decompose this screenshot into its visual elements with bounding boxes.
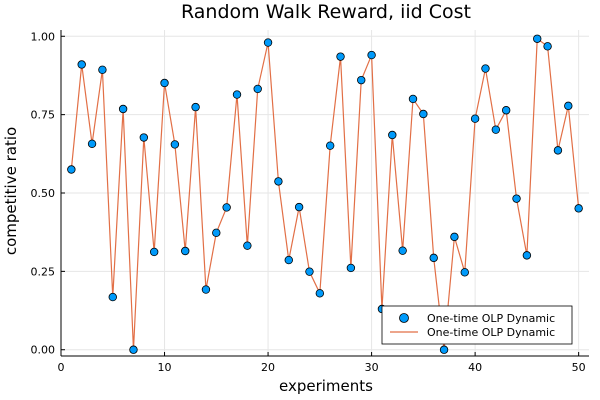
data-point <box>553 146 563 155</box>
legend-box <box>381 305 573 345</box>
data-point <box>212 228 221 238</box>
data-point <box>129 345 138 354</box>
data-point <box>429 253 438 263</box>
y-axis-label: competitive ratio <box>2 127 20 255</box>
data-point <box>522 251 532 260</box>
data-point <box>160 78 169 88</box>
data-point <box>201 285 211 294</box>
data-point <box>294 202 304 212</box>
x-tick-label: 0 <box>58 361 65 374</box>
axes <box>60 30 589 357</box>
data-point <box>491 125 501 134</box>
y-tick-label: 0.75 <box>31 109 56 122</box>
data-point <box>98 65 107 75</box>
data-point <box>191 102 200 112</box>
legend-label-scatter: One-time OLP Dynamic <box>427 312 555 325</box>
legend: One-time OLP Dynamic One-time OLP Dynami… <box>381 305 573 345</box>
data-point <box>439 345 449 354</box>
legend-label-line: One-time OLP Dynamic <box>427 326 555 339</box>
data-point <box>139 133 149 142</box>
data-point <box>253 84 262 94</box>
data-point <box>325 141 335 150</box>
chart-title: Random Walk Reward, iid Cost <box>181 1 471 23</box>
y-tick-label: 0.50 <box>31 187 56 200</box>
data-point <box>574 204 583 213</box>
y-tick-label: 1.00 <box>31 30 56 43</box>
data-point <box>501 106 511 115</box>
y-tick-label: 0.00 <box>31 344 56 357</box>
legend-marker-scatter <box>399 313 409 323</box>
data-point <box>564 101 573 111</box>
data-point <box>450 232 459 242</box>
data-point <box>222 203 231 212</box>
data-point <box>243 241 252 250</box>
y-tick-label: 0.25 <box>31 265 56 278</box>
data-point <box>470 114 480 123</box>
x-tick-label: 10 <box>158 361 172 374</box>
data-point <box>108 292 117 302</box>
data-point <box>512 194 521 203</box>
data-point <box>87 139 97 148</box>
data-point <box>284 255 293 265</box>
x-tick-label: 50 <box>572 361 586 374</box>
data-point <box>367 50 376 60</box>
data-point <box>263 38 273 47</box>
data-point <box>346 263 356 273</box>
data-point <box>232 90 242 99</box>
data-point <box>388 130 397 140</box>
data-point <box>77 60 86 69</box>
series-line <box>70 37 580 350</box>
data-point <box>419 109 428 119</box>
data-point <box>543 42 552 51</box>
data-point <box>336 52 345 61</box>
tick-labels: 0 10 20 30 40 50 0.00 0.25 0.50 0.75 1.00 <box>31 30 586 374</box>
data-point <box>533 34 542 43</box>
data-point <box>170 140 180 149</box>
data-point <box>357 75 366 85</box>
data-point <box>118 104 128 114</box>
data-point <box>481 64 490 73</box>
series-lines <box>70 37 580 350</box>
x-axis-label: experiments <box>279 377 373 395</box>
x-tick-label: 30 <box>365 361 379 374</box>
data-point <box>149 247 159 257</box>
data-point <box>408 94 418 104</box>
data-point <box>460 268 469 277</box>
data-point <box>305 267 314 276</box>
x-tick-label: 40 <box>468 361 482 374</box>
data-point <box>181 246 190 256</box>
data-point <box>274 177 283 186</box>
data-point <box>67 165 76 174</box>
data-point <box>315 289 325 298</box>
x-tick-label: 20 <box>261 361 275 374</box>
data-point <box>398 246 407 255</box>
